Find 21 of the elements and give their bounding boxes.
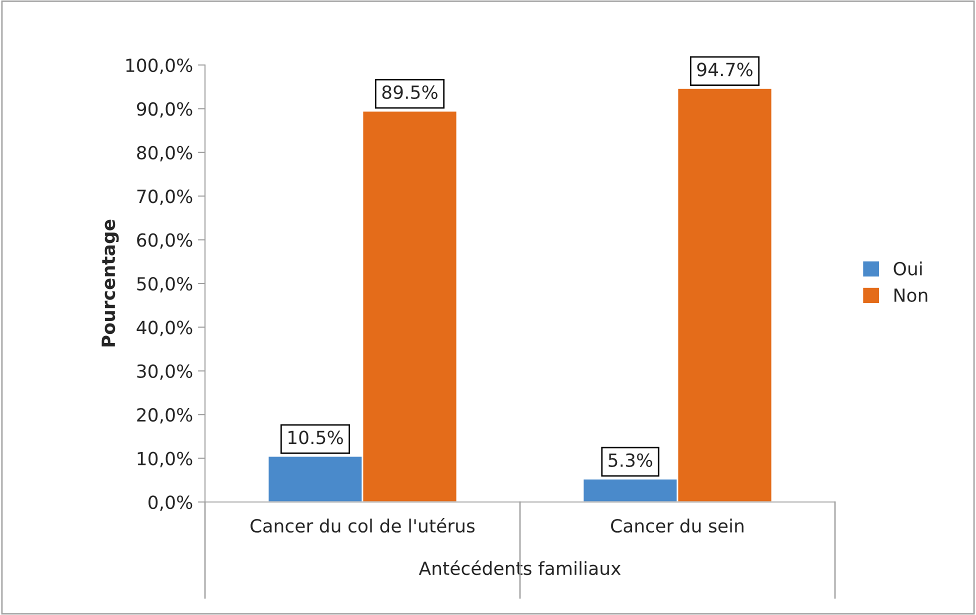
x-tick-label: Cancer du col de l'utérus: [250, 518, 475, 533]
legend-label: Oui: [894, 262, 922, 276]
legend-label: Non: [894, 288, 928, 302]
y-tick-label: 80,0%: [137, 146, 192, 162]
data-label: 89.5%: [382, 85, 438, 100]
y-tick-label: 50,0%: [137, 276, 192, 292]
y-tick-label: 20,0%: [137, 408, 192, 424]
y-tick-label: 10,0%: [138, 452, 192, 468]
x-tick-label: Cancer du sein: [611, 518, 744, 533]
y-tick-label: 0,0%: [148, 495, 192, 511]
y-axis-title: Pourcentage: [102, 220, 119, 346]
y-tick-label: 60,0%: [137, 233, 192, 249]
data-label: 5.3%: [608, 453, 652, 468]
y-tick-label: 90,0%: [136, 102, 192, 118]
y-tick-label: 40,0%: [136, 320, 192, 336]
data-label: 10.5%: [288, 430, 343, 444]
x-axis-title: Antécédents familiaux: [418, 560, 621, 576]
y-tick-label: 30,0%: [137, 364, 192, 380]
y-tick-label: 100,0%: [126, 58, 192, 74]
y-tick-label: 70,0%: [137, 190, 192, 206]
data-label: 94.7%: [697, 62, 752, 76]
